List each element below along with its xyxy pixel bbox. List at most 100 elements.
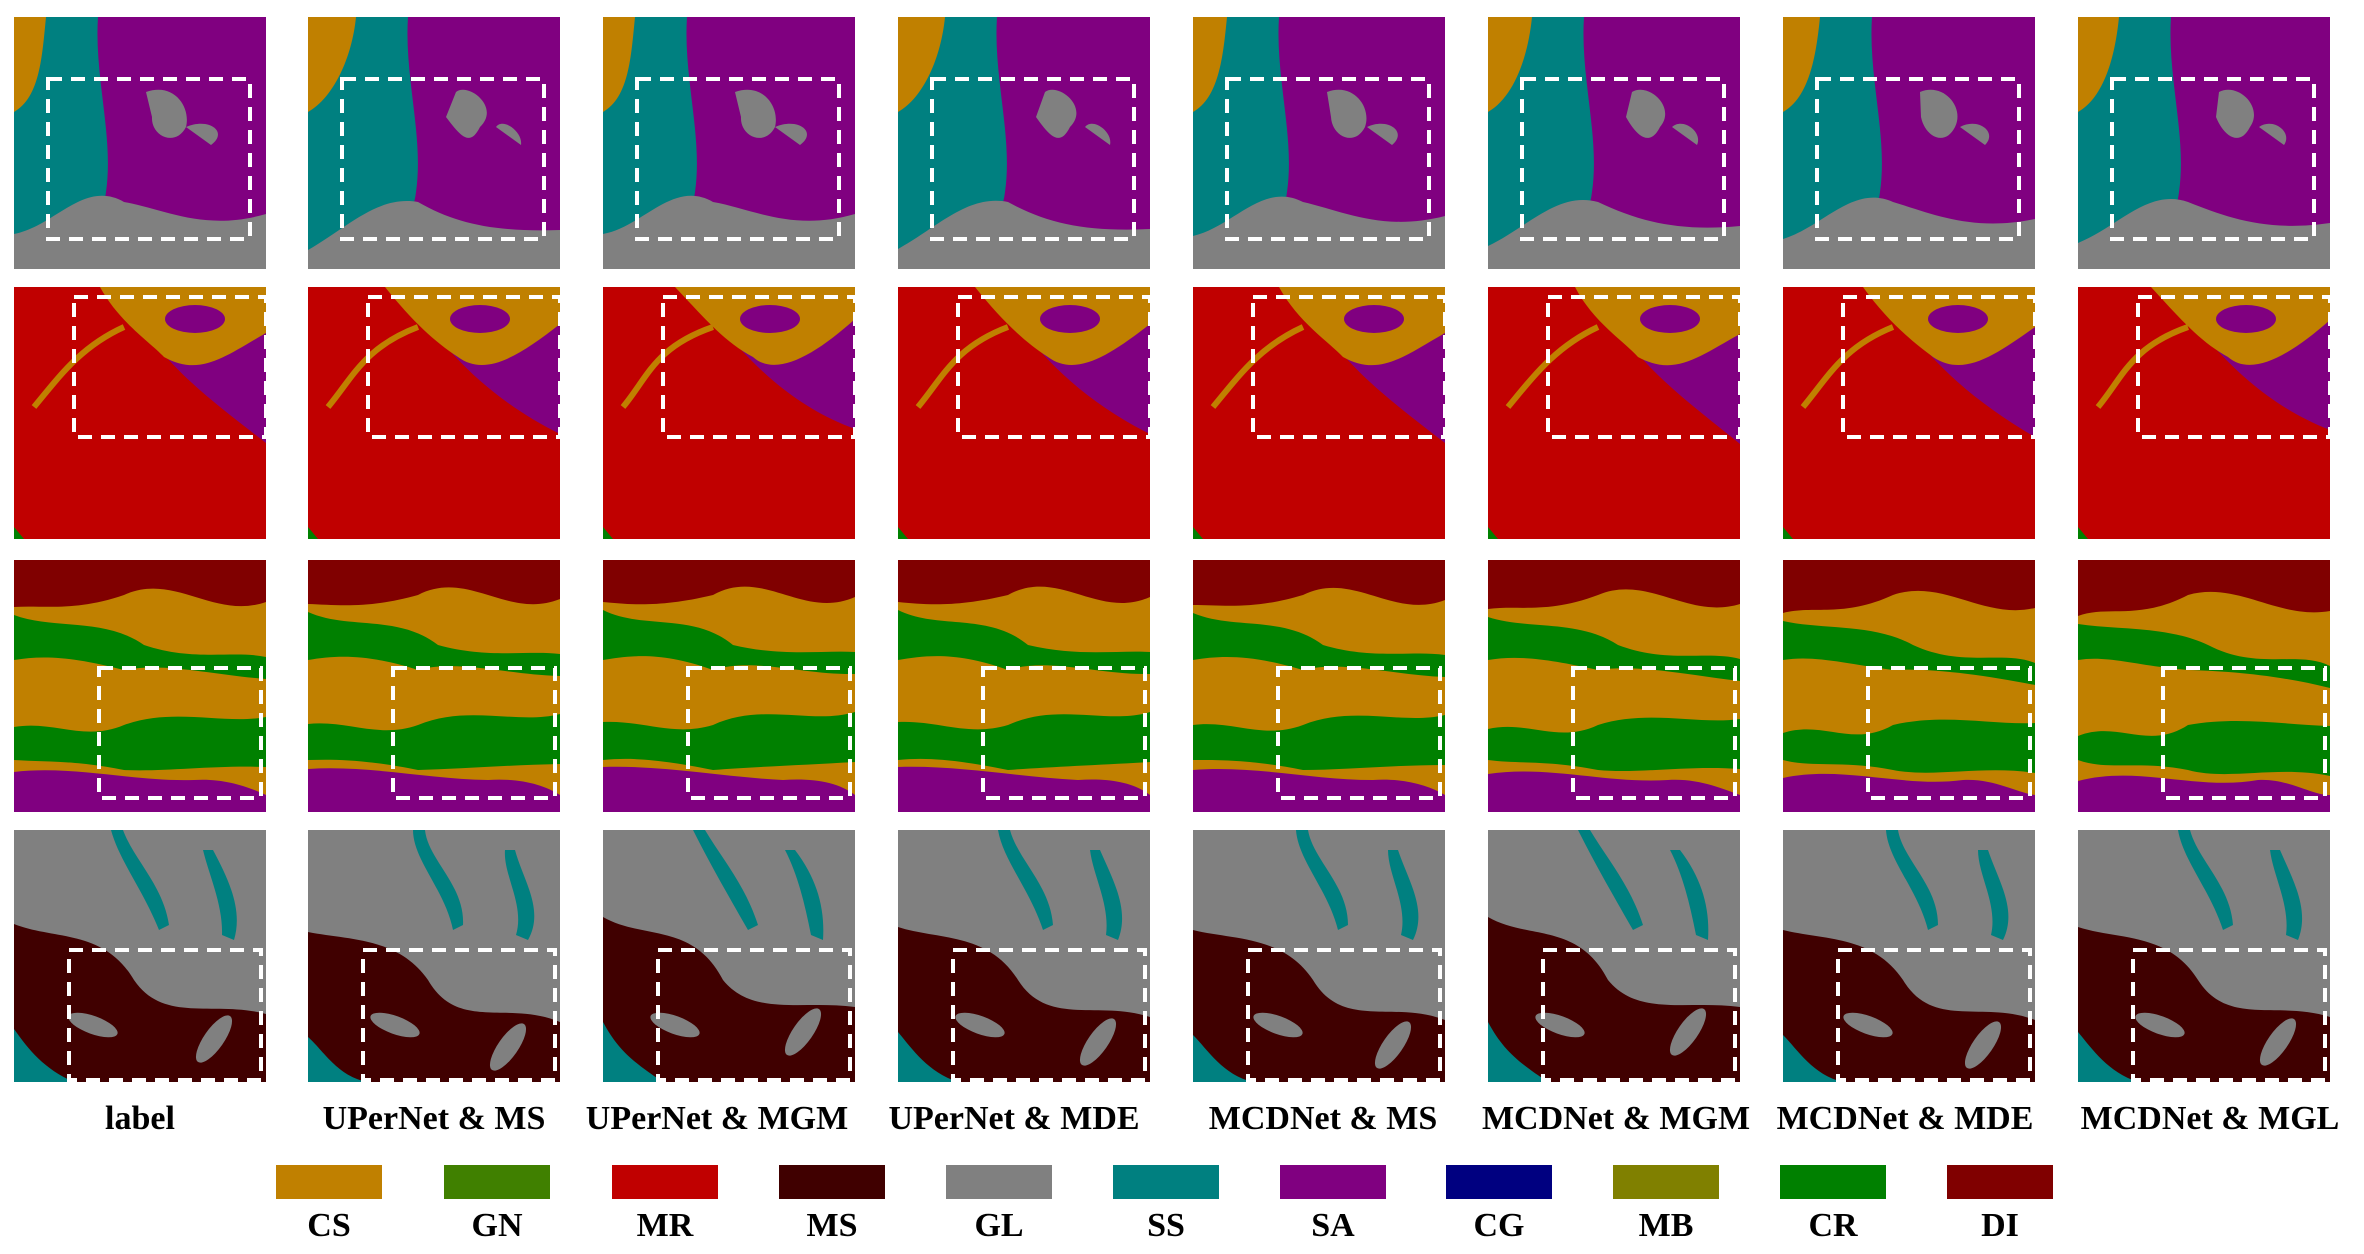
segmentation-map-image <box>1488 830 1740 1082</box>
legend-swatch <box>1947 1165 2053 1199</box>
zoom-region-box <box>72 295 266 439</box>
segmentation-map-image <box>1488 287 1740 539</box>
legend-swatch <box>1780 1165 1886 1199</box>
segmentation-map-image <box>1488 17 1740 269</box>
zoom-region-box <box>2136 295 2330 439</box>
zoom-region-box <box>930 77 1136 241</box>
zoom-region-box <box>2131 948 2327 1082</box>
zoom-region-box <box>1866 666 2032 800</box>
column-label: MCDNet & MDE <box>1776 1100 2034 1137</box>
legend-label: GL <box>974 1207 1024 1244</box>
segmentation-map-image <box>2078 287 2330 539</box>
segmentation-map-tile <box>1488 287 1740 539</box>
segmentation-map-tile <box>308 830 560 1082</box>
segmentation-map-tile <box>308 560 560 812</box>
legend-label: DI <box>1981 1207 2019 1244</box>
segmentation-map-tile <box>1783 560 2035 812</box>
zoom-region-box <box>1276 666 1442 800</box>
column-label: UPerNet & MDE <box>888 1100 1140 1137</box>
segmentation-map-tile <box>603 17 855 269</box>
zoom-region-box <box>2110 77 2316 241</box>
segmentation-map-image <box>1783 830 2035 1082</box>
zoom-region-box <box>1571 666 1737 800</box>
segmentation-map-image <box>898 830 1150 1082</box>
segmentation-map-image <box>898 560 1150 812</box>
legend-label: MB <box>1638 1207 1694 1244</box>
segmentation-map-image <box>14 560 266 812</box>
zoom-region-box <box>1520 77 1726 241</box>
segmentation-map-image <box>308 560 560 812</box>
segmentation-map-tile <box>1193 560 1445 812</box>
segmentation-map-image <box>1783 287 2035 539</box>
legend-swatch <box>1446 1165 1552 1199</box>
legend-label: SA <box>1311 1207 1355 1244</box>
segmentation-map-image <box>14 17 266 269</box>
zoom-region-box <box>686 666 852 800</box>
legend-label: CR <box>1808 1207 1858 1244</box>
legend-label: MR <box>636 1207 694 1244</box>
segmentation-map-tile <box>1783 830 2035 1082</box>
segmentation-map-image <box>898 287 1150 539</box>
segmentation-map-tile <box>1783 17 2035 269</box>
segmentation-map-tile <box>14 287 266 539</box>
segmentation-map-tile <box>14 830 266 1082</box>
segmentation-map-tile <box>603 560 855 812</box>
segmentation-map-image <box>603 17 855 269</box>
legend-swatch <box>779 1165 885 1199</box>
zoom-region-box <box>366 295 560 439</box>
segmentation-map-image <box>1783 560 2035 812</box>
segmentation-map-image <box>2078 17 2330 269</box>
segmentation-map-tile <box>1488 17 1740 269</box>
zoom-region-box <box>46 77 252 241</box>
segmentation-map-tile <box>898 560 1150 812</box>
segmentation-map-image <box>2078 560 2330 812</box>
segmentation-map-image <box>1488 560 1740 812</box>
zoom-region-box <box>1836 948 2032 1082</box>
segmentation-map-image <box>308 830 560 1082</box>
zoom-region-box <box>1541 948 1737 1082</box>
zoom-region-box <box>391 666 557 800</box>
segmentation-map-tile <box>1488 560 1740 812</box>
legend-label: CG <box>1473 1207 1525 1244</box>
zoom-region-box <box>340 77 546 241</box>
zoom-region-box <box>1815 77 2021 241</box>
zoom-region-box <box>981 666 1147 800</box>
segmentation-map-tile <box>2078 287 2330 539</box>
column-label: MCDNet & MGM <box>1481 1100 1751 1137</box>
zoom-region-box <box>661 295 855 439</box>
segmentation-map-tile <box>308 287 560 539</box>
segmentation-map-image <box>308 287 560 539</box>
segmentation-map-tile <box>898 17 1150 269</box>
column-label: MCDNet & MS <box>1208 1100 1438 1137</box>
column-label: MCDNet & MGL <box>2080 1100 2340 1137</box>
column-label: label <box>105 1100 175 1137</box>
segmentation-map-tile <box>603 287 855 539</box>
segmentation-map-tile <box>603 830 855 1082</box>
legend-swatch <box>444 1165 550 1199</box>
zoom-region-box <box>1841 295 2035 439</box>
legend-swatch <box>946 1165 1052 1199</box>
segmentation-map-image <box>1193 17 1445 269</box>
segmentation-map-tile <box>14 17 266 269</box>
segmentation-map-image <box>603 287 855 539</box>
zoom-region-box <box>1546 295 1740 439</box>
zoom-region-box <box>67 948 263 1082</box>
segmentation-map-image <box>603 560 855 812</box>
segmentation-map-tile <box>1193 830 1445 1082</box>
segmentation-map-tile <box>1783 287 2035 539</box>
zoom-region-box <box>97 666 263 800</box>
segmentation-map-tile <box>2078 17 2330 269</box>
legend-swatch <box>1280 1165 1386 1199</box>
segmentation-map-image <box>603 830 855 1082</box>
segmentation-map-image <box>898 17 1150 269</box>
segmentation-map-image <box>1193 560 1445 812</box>
legend-swatch <box>276 1165 382 1199</box>
legend-swatch <box>1113 1165 1219 1199</box>
segmentation-map-image <box>2078 830 2330 1082</box>
segmentation-map-tile <box>1488 830 1740 1082</box>
legend-label: MS <box>806 1207 858 1244</box>
zoom-region-box <box>1225 77 1431 241</box>
legend-label: SS <box>1147 1207 1185 1244</box>
legend-label: GN <box>471 1207 523 1244</box>
